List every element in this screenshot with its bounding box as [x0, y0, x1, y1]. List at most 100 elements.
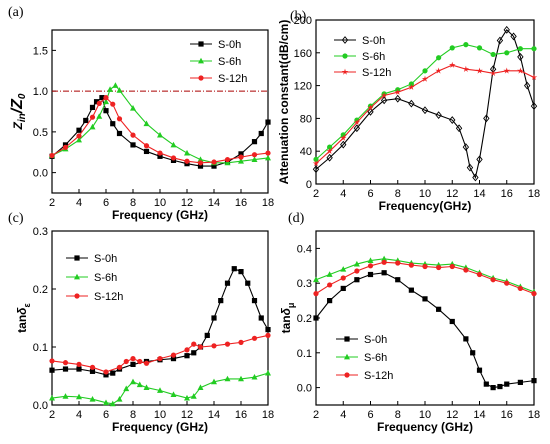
data-point: [157, 387, 163, 393]
x-tick-label: 18: [262, 197, 274, 209]
data-point: [367, 107, 374, 116]
data-point: [89, 364, 96, 370]
data-point: [490, 385, 496, 391]
data-point: [110, 101, 116, 107]
data-point: [137, 358, 143, 365]
data-point: [238, 151, 244, 157]
data-point: [530, 102, 538, 111]
data-point: [497, 383, 503, 390]
y-axis-label: Zin/Z0: [9, 93, 28, 130]
y-tick-label: 1.5: [33, 45, 48, 57]
data-point: [354, 268, 360, 274]
data-point: [218, 298, 224, 304]
data-point: [258, 130, 264, 137]
legend-entry: S-12h: [336, 370, 393, 382]
data-point: [517, 285, 523, 292]
legend-entry: S-12h: [334, 67, 391, 79]
x-tick-label: 4: [76, 197, 82, 209]
panel-label: (c): [8, 211, 24, 226]
data-point: [340, 140, 347, 149]
legend-marker: [74, 273, 80, 280]
data-point: [517, 379, 523, 385]
y-label-part: δ: [15, 307, 29, 315]
data-point: [110, 121, 116, 127]
y-tick-label: 0.3: [33, 226, 48, 238]
legend-label: S-0h: [362, 35, 385, 47]
data-point: [170, 352, 177, 358]
series-line: [315, 272, 535, 389]
data-point: [211, 315, 217, 321]
data-point: [143, 360, 150, 366]
legend-marker: [74, 293, 80, 299]
data-point: [380, 96, 388, 105]
data-point: [130, 132, 136, 138]
data-point: [143, 148, 150, 155]
data-point: [191, 341, 197, 347]
data-point: [510, 32, 517, 41]
x-axis-label: Frequency (GHz): [377, 420, 473, 434]
data-point: [367, 263, 374, 269]
y-label-sub: in: [17, 113, 28, 122]
y-tick-label: 200: [294, 15, 312, 27]
data-point: [89, 123, 96, 130]
y-label-part: δ: [279, 307, 293, 315]
x-tick-label: 12: [181, 197, 193, 209]
data-point: [422, 68, 428, 74]
data-point: [157, 153, 163, 159]
data-point: [265, 154, 271, 161]
data-point: [353, 119, 361, 126]
data-point: [238, 154, 244, 160]
data-point: [340, 134, 347, 141]
x-tick-label: 14: [208, 197, 220, 209]
data-point: [170, 141, 177, 148]
y-tick-label: 0.0: [33, 168, 48, 180]
data-point: [476, 155, 483, 164]
series-S-6h: [313, 255, 537, 295]
legend-marker: [74, 255, 80, 261]
x-axis-label: Frequency (GHz): [112, 420, 208, 434]
y-label-part: tan: [279, 315, 293, 333]
y-tick-label: 0: [306, 179, 312, 191]
y-tick-label: 0.1: [297, 348, 312, 360]
series-S-12h: [312, 61, 538, 167]
data-point: [170, 356, 177, 362]
data-point: [76, 361, 82, 367]
x-tick-label: 8: [130, 409, 136, 421]
y-tick-label: 0.2: [33, 284, 48, 296]
x-tick-label: 2: [49, 409, 55, 421]
data-point: [110, 370, 116, 376]
x-tick-label: 16: [235, 197, 247, 209]
series-S-0h: [312, 25, 538, 182]
x-tick-label: 10: [154, 197, 166, 209]
data-point: [531, 291, 537, 297]
data-point: [394, 94, 401, 103]
data-point: [103, 399, 109, 406]
data-point: [530, 74, 538, 81]
data-point: [89, 368, 96, 374]
data-point: [503, 67, 510, 74]
data-point: [62, 393, 69, 399]
data-point: [103, 108, 109, 114]
data-point: [170, 155, 177, 161]
x-tick-label: 14: [473, 409, 485, 421]
data-point: [312, 160, 320, 167]
data-point: [517, 46, 523, 52]
legend-label: S-12h: [94, 291, 123, 303]
x-tick-label: 18: [528, 409, 540, 421]
series-S-12h: [49, 95, 271, 166]
axes-frame: [51, 29, 269, 194]
x-tick-label: 4: [340, 188, 346, 200]
y-tick-label: 80: [300, 113, 312, 125]
data-point: [76, 393, 82, 400]
data-point: [224, 280, 231, 286]
data-point: [449, 263, 455, 270]
data-point: [367, 104, 374, 111]
series-S-6h: [49, 369, 271, 407]
data-point: [367, 257, 374, 263]
data-point: [449, 61, 456, 68]
x-tick-label: 2: [313, 188, 319, 200]
data-point: [327, 298, 333, 304]
panel-label: (a): [8, 5, 24, 20]
data-point: [238, 158, 244, 164]
data-point: [62, 366, 69, 372]
